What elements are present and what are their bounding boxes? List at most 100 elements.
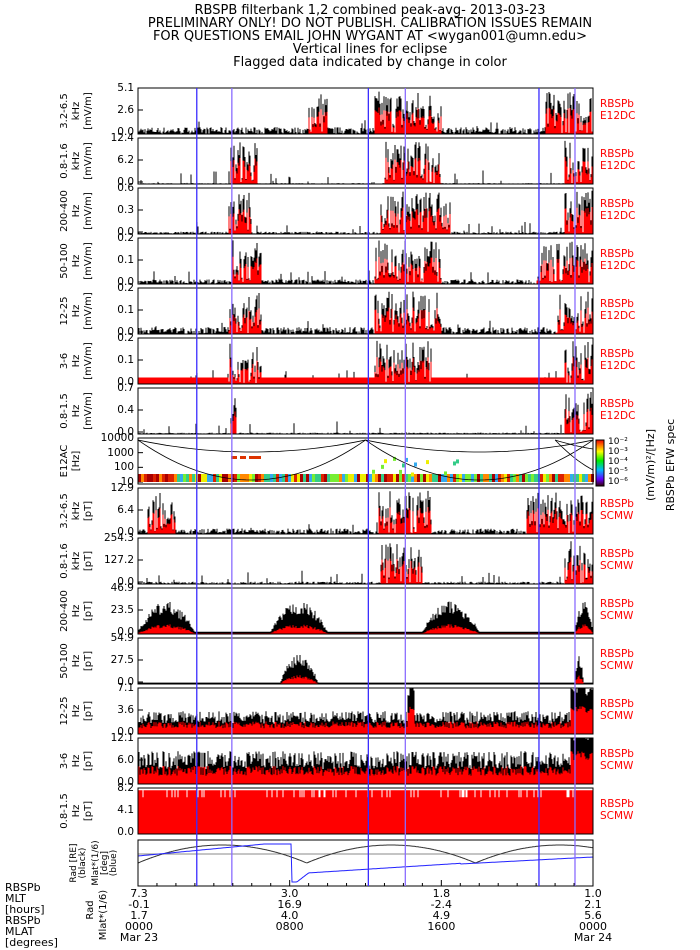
spectrogram-cell [306, 474, 309, 482]
spectrogram-cell [201, 474, 204, 482]
spectrogram-cell [267, 474, 270, 482]
cyclotron-curve [365, 439, 594, 481]
spectrogram-cell [162, 474, 165, 482]
spectrogram-cell [543, 474, 546, 482]
panel-frame [137, 237, 594, 285]
spectrogram-cell [288, 474, 291, 482]
warning-line: PRELIMINARY ONLY! DO NOT PUBLISH. CALIBR… [147, 16, 593, 31]
spectrogram-cell [264, 474, 267, 482]
spectrogram-cell [408, 474, 411, 482]
spectrogram-cell [246, 474, 249, 482]
spectrogram-cell [567, 474, 570, 482]
spectrogram-cell [309, 474, 312, 482]
spectrogram-cell [444, 474, 447, 482]
spectrogram-cell [564, 474, 567, 482]
spectrogram-cell [336, 474, 339, 482]
spectrogram-cell [459, 474, 462, 482]
spectrogram-cell [561, 474, 564, 482]
spectrogram-cell [381, 474, 384, 482]
spectrogram-cell [513, 474, 516, 482]
spectrogram-cell [261, 474, 264, 482]
spectrogram-cell [144, 474, 147, 482]
spectrogram-cell [405, 474, 408, 482]
spectrogram-cell [159, 474, 162, 482]
spectrogram-cell [426, 474, 429, 482]
spectrogram-cell [399, 469, 402, 474]
spectrogram-cell [375, 474, 378, 482]
spectrogram-cell [327, 474, 330, 482]
spectrogram-cell [546, 474, 549, 482]
spectrogram-cell [177, 474, 180, 482]
spectrogram-cell [366, 474, 369, 482]
cyclotron-curve [137, 439, 366, 481]
spectrogram-cell [570, 474, 573, 482]
cyclotron-curve [365, 439, 594, 453]
spectrogram-cell [414, 462, 417, 467]
spectrogram-cell [138, 474, 141, 482]
spectrogram-cell [507, 474, 510, 482]
spectrogram-cell [231, 474, 234, 482]
spectrogram-cell [297, 474, 300, 482]
spectrogram-cell [498, 474, 501, 482]
spectrogram-cell [360, 474, 363, 482]
spectrogram-cell [438, 474, 441, 482]
panel-frame [137, 137, 594, 185]
spectrogram-cell [255, 456, 258, 459]
spectrogram-cell [576, 474, 579, 482]
spectrogram-cell [153, 474, 156, 482]
spectrogram-cell [480, 474, 483, 482]
spectrogram-cell [378, 474, 381, 482]
spectrogram-cell [174, 474, 177, 482]
spectrogram-cell [417, 474, 420, 482]
spectrogram-cell [330, 474, 333, 482]
spectrogram-cell [432, 474, 435, 482]
spectrogram-cell [354, 474, 357, 482]
spectrogram-cell [249, 456, 252, 459]
spectrogram-cell [558, 474, 561, 482]
contact-line: FOR QUESTIONS EMAIL JOHN WYGANT AT <wyga… [152, 29, 588, 44]
flag-note: Flagged data indicated by change in colo… [233, 55, 507, 70]
spectrogram-cell [387, 474, 390, 482]
spectrogram-cell [237, 474, 240, 482]
spectrogram-cell [525, 474, 528, 482]
spectrogram-cell [219, 474, 222, 482]
spectrogram-cell [240, 456, 243, 459]
spectrogram-cell [342, 474, 345, 482]
spectrogram-cell [555, 474, 558, 482]
spectrogram-cell [171, 474, 174, 482]
spectrogram-cell [351, 474, 354, 482]
spectrogram-cell [255, 474, 258, 482]
spectrogram-cell [483, 474, 486, 482]
spectrogram-cell [156, 474, 159, 482]
eclipse-note: Vertical lines for eclipse [292, 42, 448, 57]
spectrogram-cell [447, 474, 450, 482]
spectrogram-cell [453, 461, 456, 466]
spectrogram-cell [321, 474, 324, 482]
spectrogram-cell [252, 474, 255, 482]
spectrogram-cell [222, 474, 225, 482]
spectrogram-cell [282, 474, 285, 482]
spectrogram-cell [345, 474, 348, 482]
spectrogram-cell [540, 474, 543, 482]
spectrogram-cell [315, 474, 318, 482]
spectrogram-cell [516, 474, 519, 482]
spectrogram-cell [234, 474, 237, 482]
spectrogram-cell [495, 474, 498, 482]
spectrogram-cell [294, 474, 297, 482]
spectrogram-cell [384, 474, 387, 482]
spectrogram-cell [465, 474, 468, 482]
spectrogram-cell [372, 474, 375, 482]
spectrogram-cell [402, 463, 405, 468]
spectrogram-cell [384, 459, 387, 464]
spectrogram-cell [324, 474, 327, 482]
spectrogram-cell [429, 474, 432, 482]
spectrogram-cell [243, 474, 246, 482]
spectrogram-cell [396, 474, 399, 482]
panel-frame [137, 287, 594, 335]
cyclotron-curve [554, 439, 594, 471]
spectrogram-cell [348, 474, 351, 482]
spectrogram-cell [339, 474, 342, 482]
spectrogram-cell [399, 474, 402, 482]
spectrogram-cell [180, 474, 183, 482]
